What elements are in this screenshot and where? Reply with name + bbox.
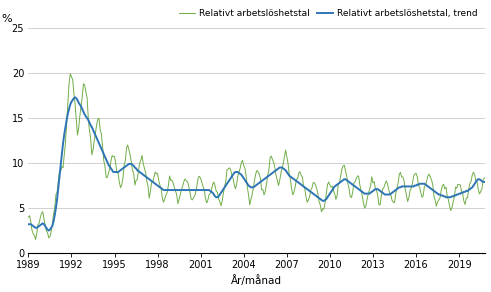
Relativt arbetslöshetstal, trend — [46, 229, 52, 232]
Relativt arbetslöshetstal — [191, 196, 196, 199]
Relativt arbetslöshetstal, trend — [72, 95, 78, 99]
Relativt arbetslöshetstal, trend — [481, 180, 487, 184]
Relativt arbetslöshetstal — [26, 215, 31, 219]
Relativt arbetslöshetstal — [67, 72, 73, 76]
X-axis label: År/månad: År/månad — [231, 276, 282, 286]
Line: Relativt arbetslöshetstal, trend: Relativt arbetslöshetstal, trend — [28, 97, 484, 231]
Relativt arbetslöshetstal — [481, 176, 487, 180]
Relativt arbetslöshetstal — [166, 174, 172, 178]
Relativt arbetslöshetstal, trend — [236, 171, 242, 175]
Relativt arbetslöshetstal — [113, 162, 119, 166]
Relativt arbetslöshetstal, trend — [26, 223, 31, 226]
Legend: Relativt arbetslöshetstal, Relativt arbetslöshetstal, trend: Relativt arbetslöshetstal, Relativt arbe… — [175, 6, 481, 22]
Relativt arbetslöshetstal, trend — [344, 178, 350, 182]
Relativt arbetslöshetstal — [62, 141, 68, 144]
Relativt arbetslöshetstal — [344, 174, 350, 178]
Line: Relativt arbetslöshetstal: Relativt arbetslöshetstal — [28, 74, 484, 239]
Relativt arbetslöshetstal — [32, 238, 38, 241]
Relativt arbetslöshetstal, trend — [166, 188, 172, 192]
Relativt arbetslöshetstal, trend — [191, 188, 196, 192]
Relativt arbetslöshetstal, trend — [113, 170, 119, 174]
Relativt arbetslöshetstal — [236, 171, 242, 174]
Text: %: % — [1, 13, 12, 24]
Relativt arbetslöshetstal, trend — [62, 125, 68, 129]
